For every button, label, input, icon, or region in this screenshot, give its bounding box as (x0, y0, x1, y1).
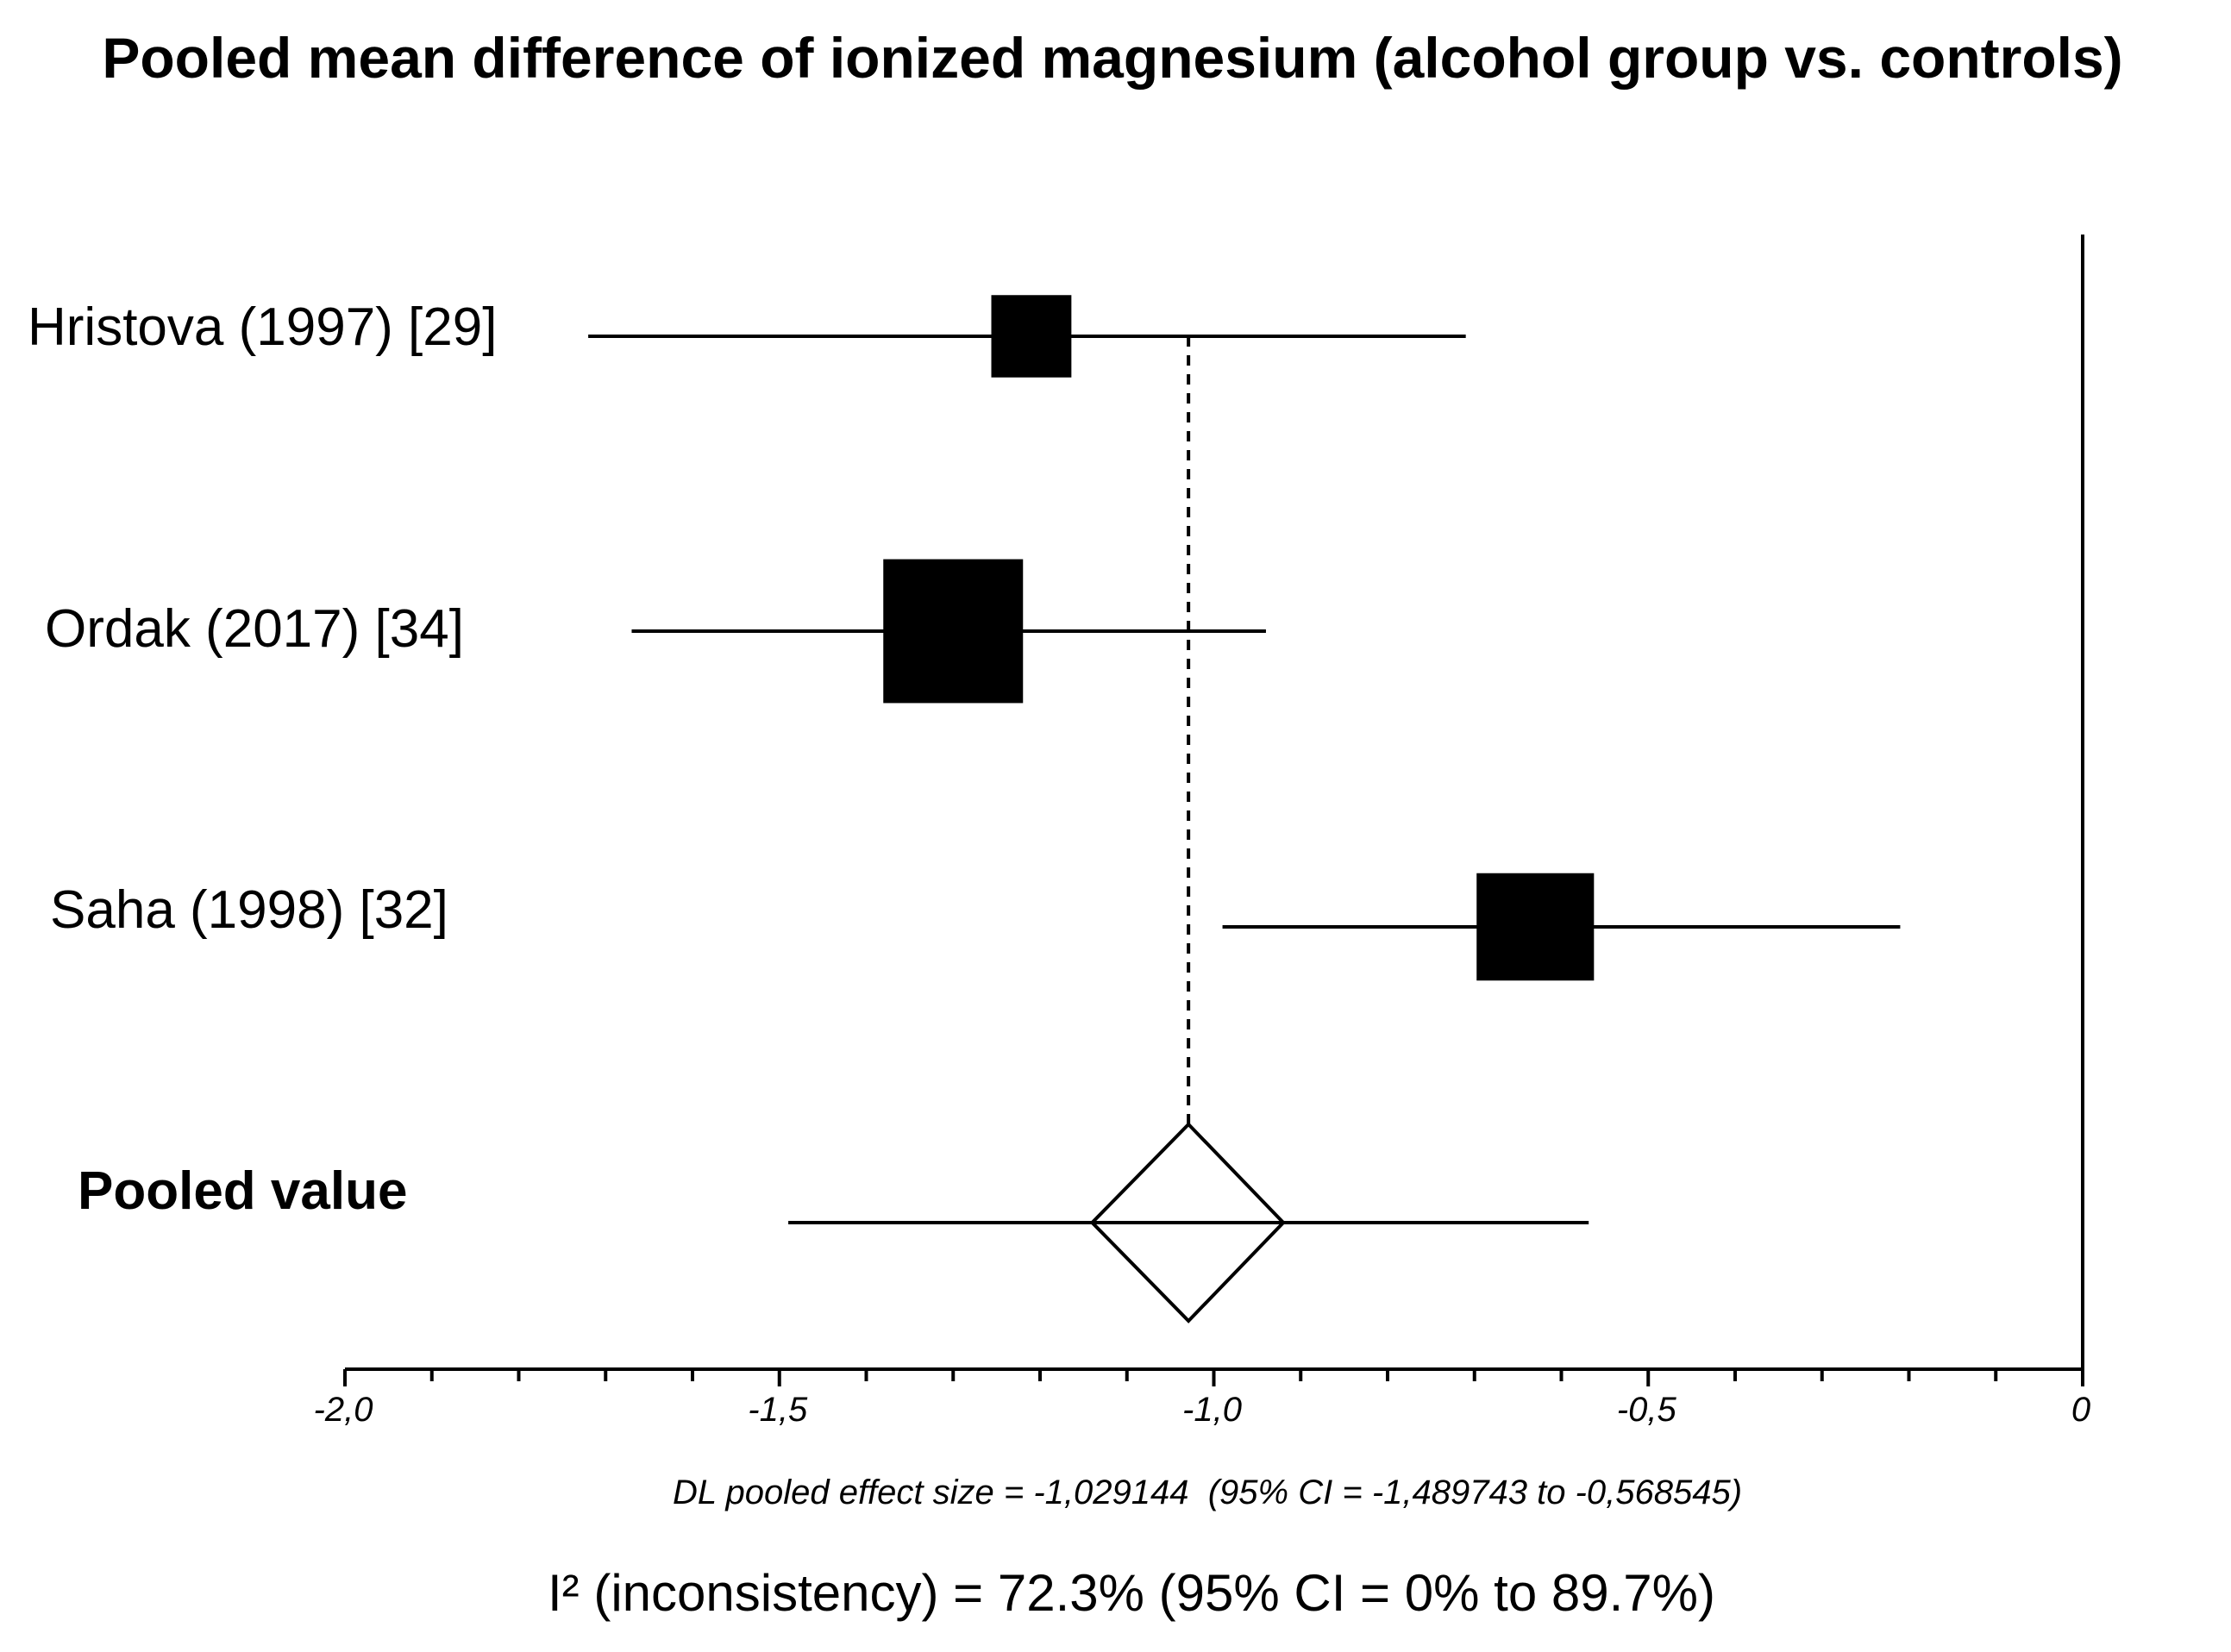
study-effect-marker (1476, 873, 1595, 981)
chart-title: Pooled mean difference of ionized magnes… (102, 26, 2122, 90)
x-tick-label: -0,5 (1617, 1391, 1677, 1429)
study-label: Hristova (1997) [29] (28, 297, 497, 357)
study-effect-marker (991, 295, 1072, 378)
pooled-effect-summary: DL pooled effect size = -1,029144 (95% C… (673, 1474, 1742, 1511)
study-label: Ordak (2017) [34] (45, 599, 464, 659)
x-tick-label: -2,0 (314, 1391, 373, 1429)
x-tick-label: -1,5 (748, 1391, 808, 1429)
x-tick-label: -1,0 (1182, 1391, 1242, 1429)
heterogeneity-statistic: I² (inconsistency) = 72.3% (95% CI = 0% … (548, 1564, 1715, 1622)
pooled-effect-diamond (1089, 1122, 1286, 1323)
plot-area: -2,0 -1,5 -1,0 -0,5 0 Hristova (1997) [29] Ord… (28, 235, 2090, 1429)
study-label: Saha (1998) [32] (50, 880, 448, 940)
x-tick-label: 0 (2071, 1391, 2090, 1429)
pooled-label: Pooled value (78, 1161, 407, 1221)
study-effect-marker (883, 559, 1024, 704)
